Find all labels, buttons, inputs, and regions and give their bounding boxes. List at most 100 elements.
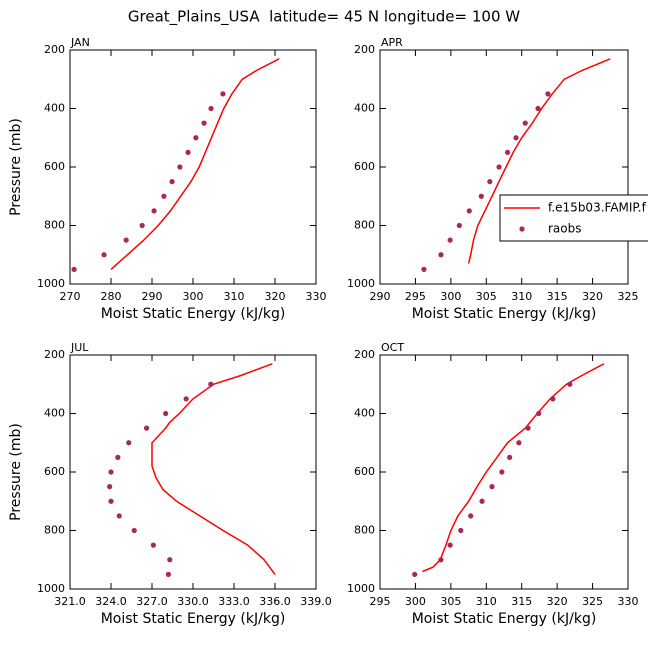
x-tick-label: 325 [582,595,603,608]
legend-swatch [519,226,525,232]
legend: f.e15b03.FAMIP.f raobs [499,194,648,242]
legend-label: f.e15b03.FAMIP.f [548,201,647,215]
x-axis-label: Moist Static Energy (kJ/kg) [101,611,286,627]
raobs-point [447,542,453,548]
raobs-point [479,498,485,504]
raobs-point [438,252,444,258]
raobs-point [513,135,519,141]
raobs-point [201,120,207,126]
x-tick-label: 321.0 [54,595,86,608]
raobs-point [167,557,173,563]
x-axis-label: Moist Static Energy (kJ/kg) [412,611,597,627]
raobs-point [208,381,214,387]
x-tick-label: 295 [405,290,426,303]
raobs-point [545,91,551,97]
x-tick-label: 325 [618,290,639,303]
x-axis-label: Moist Static Energy (kJ/kg) [101,306,286,322]
raobs-point [536,410,542,417]
legend-label: raobs [548,222,582,236]
raobs-point [123,237,129,243]
raobs-point [151,208,157,214]
raobs-point [504,149,511,155]
y-tick-label: 600 [44,465,65,478]
raobs-point [107,484,113,490]
raobs-point [535,105,541,112]
x-tick-label: 320 [265,290,286,303]
y-tick-label: 1000 [347,277,375,290]
raobs-point [456,222,462,229]
y-tick-label: 600 [354,465,375,478]
x-tick-label: 310 [511,290,532,303]
raobs-point [468,513,474,519]
x-tick-label: 270 [60,290,81,303]
raobs-point [139,222,145,229]
model-line [151,363,276,575]
raobs-point [108,469,114,475]
y-tick-label: 600 [354,160,375,173]
panel-title: JUL [70,341,89,354]
x-tick-label: 320 [547,595,568,608]
y-tick-label: 200 [354,348,375,361]
raobs-point [220,91,226,97]
x-tick-label: 300 [440,290,461,303]
raobs-point [108,498,114,504]
raobs-point [165,571,171,577]
x-tick-label: 315 [547,290,568,303]
raobs-point [150,542,156,548]
x-tick-label: 290 [142,290,163,303]
raobs-point [126,440,132,446]
x-tick-label: 305 [476,290,497,303]
y-tick-label: 200 [354,43,375,56]
raobs-point [185,149,191,155]
raobs-point [522,120,528,126]
y-tick-label: 400 [354,407,375,420]
raobs-point [115,454,121,460]
x-tick-label: 315 [511,595,532,608]
raobs-point [143,425,150,431]
x-tick-label: 333.0 [218,595,250,608]
x-tick-label: 300 [405,595,426,608]
y-tick-label: 800 [354,524,375,537]
raobs-point [550,396,556,402]
y-tick-label: 400 [354,102,375,115]
x-tick-label: 310 [224,290,245,303]
x-tick-label: 295 [370,595,391,608]
raobs-point [208,105,214,112]
x-tick-label: 324.0 [95,595,127,608]
raobs-point [169,179,175,185]
raobs-point [496,164,502,170]
raobs-point [71,266,77,272]
raobs-point [421,266,427,272]
raobs-point [447,237,453,243]
y-tick-label: 1000 [37,582,65,595]
y-axis-label: Pressure (mb) [8,423,24,521]
y-tick-label: 200 [44,43,65,56]
raobs-point [487,179,493,185]
y-tick-label: 600 [44,160,65,173]
panel-title: APR [381,36,403,49]
raobs-point [183,396,189,402]
raobs-point [489,484,495,490]
raobs-point [567,381,573,387]
model-line [467,58,611,264]
x-tick-label: 339.0 [300,595,332,608]
raobs-point [131,527,137,534]
x-tick-label: 327.0 [136,595,168,608]
x-tick-label: 330 [306,290,327,303]
x-tick-label: 280 [101,290,122,303]
y-tick-label: 400 [44,407,65,420]
panel-title: JAN [70,36,90,49]
raobs-point [116,513,122,519]
raobs-point [516,440,522,446]
x-tick-label: 305 [440,595,461,608]
raobs-point [458,527,464,534]
raobs-point [161,193,167,199]
legend-box [499,194,648,242]
raobs-point [193,135,199,141]
y-axis-label: Pressure (mb) [8,118,24,216]
y-tick-label: 200 [44,348,65,361]
raobs-point [478,193,484,199]
raobs-point [499,469,505,475]
